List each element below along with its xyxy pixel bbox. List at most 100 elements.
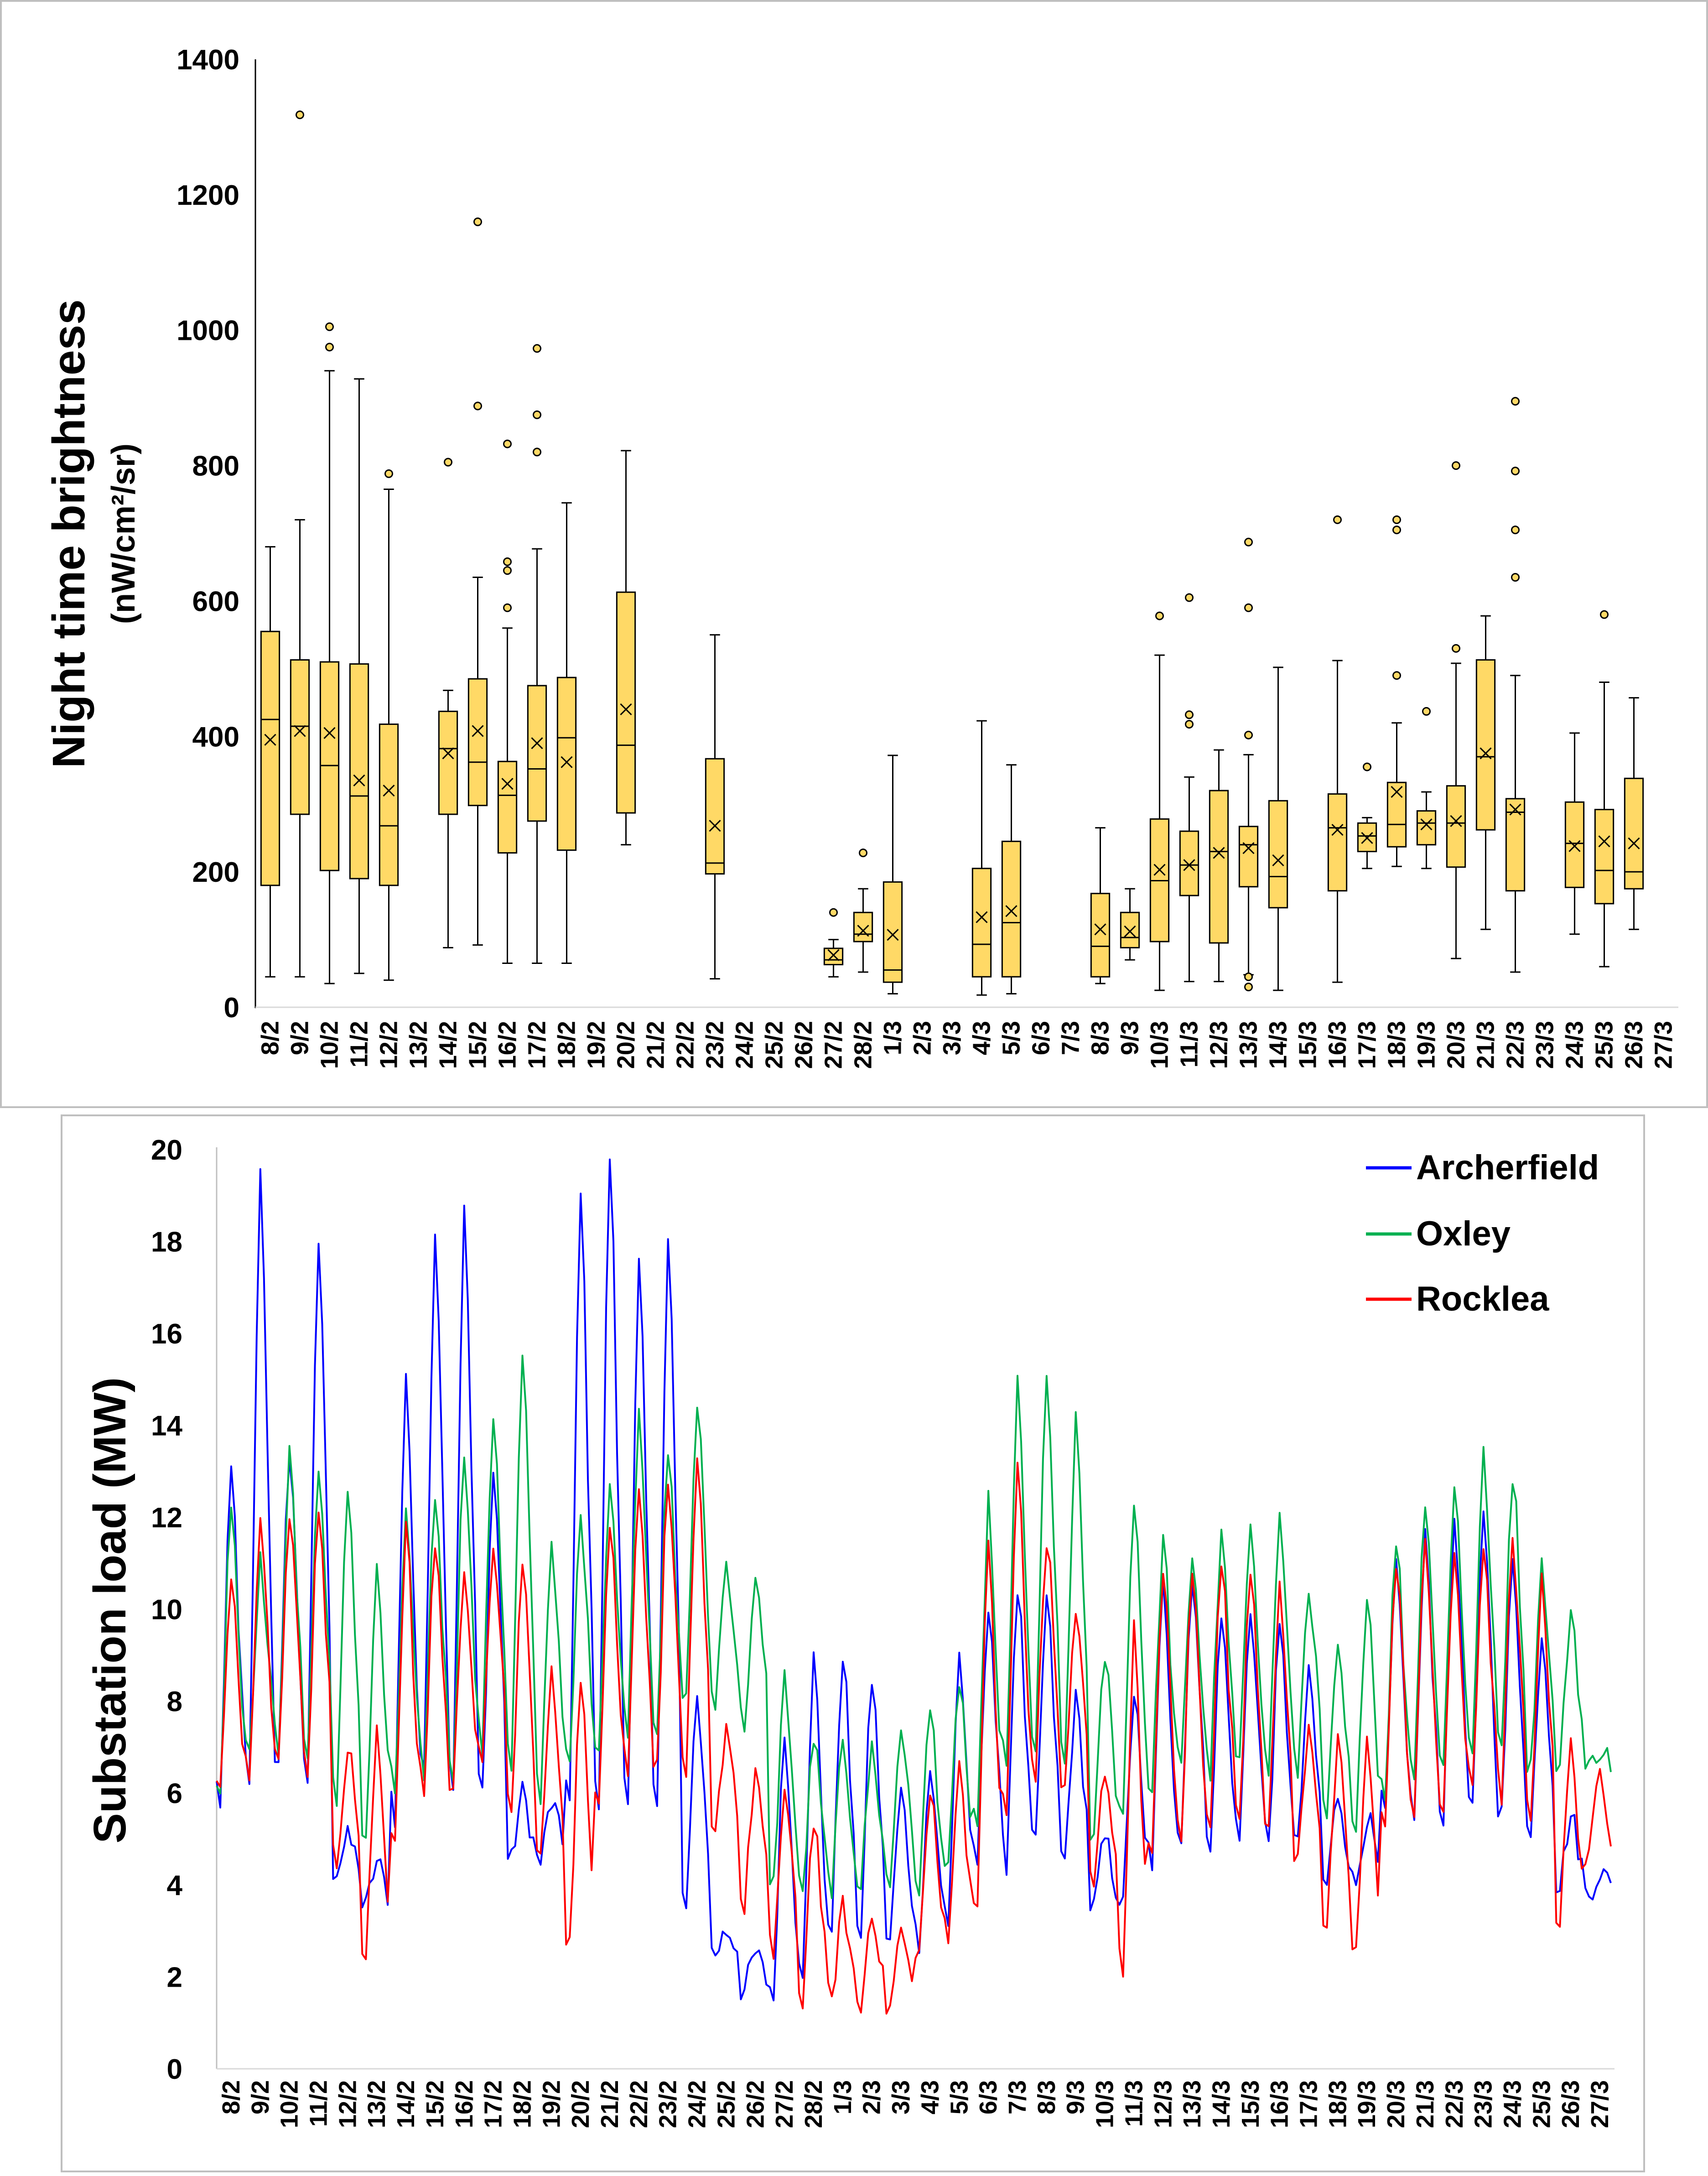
- box-mean-marker: [887, 929, 899, 941]
- box-x-tick-label: 20/3: [1443, 1021, 1470, 1069]
- box-mean-marker: [1598, 835, 1610, 848]
- box-y-tick-label: 0: [224, 992, 239, 1024]
- box-mean-marker: [1361, 832, 1373, 844]
- box-x-tick-label: 15/2: [464, 1021, 492, 1069]
- box-x-tick-label: 16/2: [494, 1021, 521, 1069]
- line-x-tick-label: 16/2: [451, 2080, 478, 2128]
- legend-label-oxley: Oxley: [1416, 1214, 1511, 1253]
- box-x-tick-label: 3/3: [939, 1021, 966, 1055]
- box-mean-marker: [1509, 803, 1521, 816]
- box-body: [823, 947, 844, 965]
- box-mean-marker: [1242, 842, 1255, 854]
- line-y-tick-label: 16: [151, 1318, 182, 1350]
- brightness-box-plot: 0 200 400 600 800 1000 1200 1400 8/2 9/2 10/2 11/2…: [0, 0, 1708, 1108]
- line-x-tick-label: 16/3: [1266, 2080, 1293, 2128]
- box-outlier: [1244, 730, 1253, 739]
- box-mean-marker: [1450, 815, 1462, 827]
- box-body: [349, 663, 369, 880]
- line-x-tick-label: 14/3: [1208, 2080, 1235, 2128]
- box-mean-marker: [620, 703, 632, 715]
- line-x-tick-label: 12/2: [334, 2080, 361, 2128]
- box-outlier: [1392, 671, 1401, 680]
- box-y-axis-title: Night time brightness: [43, 299, 94, 768]
- box-x-tick-label: 8/2: [257, 1021, 284, 1055]
- legend-label-archerfield: Archerfield: [1416, 1148, 1599, 1187]
- line-x-tick-label: 20/2: [567, 2080, 594, 2128]
- box-mean-marker: [531, 737, 543, 750]
- box-x-tick-label: 19/2: [583, 1021, 610, 1069]
- line-x-tick-label: 20/3: [1382, 2080, 1410, 2128]
- box-outlier: [325, 343, 334, 352]
- line-x-tick-label: 19/3: [1353, 2080, 1381, 2128]
- box-x-tick-label: 19/3: [1413, 1021, 1440, 1069]
- line-x-tick-label: 26/2: [742, 2080, 769, 2128]
- box-mean-marker: [709, 820, 721, 832]
- box-x-tick-label: 8/3: [1087, 1021, 1114, 1055]
- box-x-tick-label: 23/3: [1531, 1021, 1559, 1069]
- box-mean-marker: [1331, 824, 1344, 836]
- box-outlier: [1244, 982, 1253, 991]
- line-y-tick-label: 4: [167, 1870, 183, 1901]
- box-y-tick-label: 400: [192, 721, 239, 753]
- box-outlier: [503, 603, 512, 612]
- box-mean-marker: [976, 911, 988, 923]
- box-mean-marker: [1094, 923, 1106, 936]
- box-x-tick-label: 17/2: [524, 1021, 551, 1069]
- box-marks: [260, 110, 1644, 996]
- box-outlier: [1600, 610, 1609, 619]
- line-x-tick-label: 4/3: [916, 2080, 944, 2114]
- box-outlier: [1392, 526, 1401, 535]
- box-mean-marker: [1391, 786, 1403, 798]
- box-outlier: [1244, 972, 1253, 981]
- box-x-tick-label: 27/3: [1650, 1021, 1677, 1069]
- box-body: [971, 868, 992, 978]
- legend: Archerfield Oxley Rocklea: [1366, 1148, 1599, 1318]
- box-outlier: [503, 557, 512, 566]
- box-body: [1090, 893, 1111, 978]
- box-mean-marker: [1183, 859, 1195, 871]
- line-x-tick-label: 10/2: [276, 2080, 303, 2128]
- box-mean-marker: [561, 756, 573, 768]
- line-y-axis-title: Substation load (MW): [84, 1377, 135, 1843]
- line-chart-frame: [61, 1114, 1645, 2172]
- box-body: [379, 724, 399, 886]
- line-x-tick-label: 17/2: [480, 2080, 507, 2128]
- line-x-tick-label: 8/2: [218, 2080, 245, 2114]
- box-body: [1179, 830, 1199, 896]
- box-x-tick-label: 6/3: [1028, 1021, 1055, 1055]
- box-x-tick-label: 1/3: [879, 1021, 907, 1055]
- line-x-tick-label: 14/2: [392, 2080, 420, 2128]
- line-x-tick-label: 24/2: [684, 2080, 711, 2128]
- box-outlier: [1185, 593, 1194, 602]
- box-mean-marker: [1272, 854, 1284, 866]
- line-x-tick-label: 25/3: [1528, 2080, 1555, 2128]
- box-outlier: [1363, 762, 1371, 771]
- line-x-tick-label: 18/3: [1324, 2080, 1351, 2128]
- box-x-tick-label: 26/2: [790, 1021, 818, 1069]
- box-body: [1564, 801, 1585, 888]
- box-x-tick-label: 16/3: [1324, 1021, 1351, 1069]
- line-y-tick-label: 0: [167, 2054, 182, 2085]
- box-outlier: [384, 469, 393, 478]
- line-x-tick-label: 7/3: [1004, 2080, 1031, 2114]
- line-y-tick-label: 14: [151, 1411, 182, 1442]
- box-mean-marker: [472, 725, 484, 737]
- box-body: [467, 678, 488, 807]
- box-x-tick-label: 22/3: [1502, 1021, 1529, 1069]
- box-x-tick-label: 14/2: [435, 1021, 462, 1069]
- box-outlier: [533, 344, 541, 353]
- line-y-tick-label: 10: [151, 1594, 182, 1626]
- box-body: [853, 911, 873, 942]
- box-x-tick-label: 12/2: [375, 1021, 403, 1069]
- box-x-tick-label: 11/3: [1176, 1021, 1203, 1067]
- line-x-tick-label: 5/3: [945, 2080, 973, 2114]
- series-line-oxley: [216, 1354, 1612, 1899]
- box-outlier: [859, 849, 867, 858]
- box-mean-marker: [1568, 840, 1581, 852]
- line-x-tick-label: 10/3: [1091, 2080, 1119, 2128]
- box-outlier: [829, 908, 838, 917]
- line-y-tick-label: 18: [151, 1227, 182, 1258]
- line-x-tick-label: 9/3: [1062, 2080, 1090, 2114]
- line-x-tick-label: 15/3: [1237, 2080, 1264, 2128]
- box-outlier: [1244, 537, 1253, 547]
